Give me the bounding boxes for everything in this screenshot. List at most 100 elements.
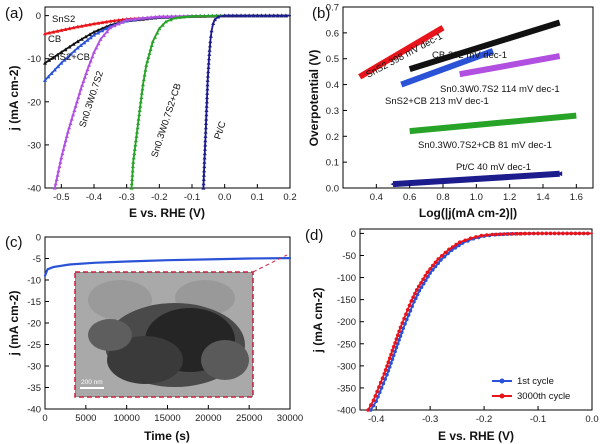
series-point-sn0-3w0-7s2 (157, 14, 162, 19)
annot-a-snw: Sn0.3W0.7S2 (77, 70, 106, 129)
series-point-cb (83, 34, 88, 39)
series-point-sns2 (108, 19, 113, 23)
series-point-pt-c-40-mv-dec-1 (527, 173, 533, 179)
y-tick-label: -10 (27, 276, 41, 287)
series-point-sn0-3w0-7s2 (75, 99, 79, 104)
y-tick-label: -40 (27, 405, 41, 416)
x-tick-label: -0.4 (86, 192, 102, 203)
series-point-3000th-cycle (498, 232, 503, 236)
series-point-3000th-cycle (377, 385, 381, 389)
series-point-3000th-cycle (573, 231, 578, 236)
series-point-sn0-3w0-7s2 (90, 54, 95, 59)
series-point-3000th-cycle (577, 231, 582, 236)
series-point-sn0-3w0-7s2-cb (146, 55, 151, 59)
series-point-sns2-cb (62, 58, 67, 62)
series-point-sns2-cb (75, 45, 80, 50)
series-point-sn0-3w0-7s2-cb (135, 130, 139, 134)
series-point-1st-cycle (383, 377, 388, 381)
y-tick-label: 0.7 (326, 3, 339, 14)
series-point-pt-c (255, 13, 260, 18)
y-tick-label: -10 (27, 54, 41, 65)
x-tick-label: -0.5 (53, 192, 69, 203)
series-point-sn0-3w0-7s2 (88, 58, 93, 63)
series-point-3000th-cycle (405, 308, 410, 312)
series-point-sn0-3w0-7s2 (85, 67, 90, 72)
series-point-pt-c-40-mv-dec-1 (456, 177, 461, 183)
series-point-1st-cycle (436, 261, 441, 266)
series-point-pt-c-40-mv-dec-1 (479, 176, 485, 182)
series-point-3000th-cycle (414, 288, 419, 292)
series-point-pt-c (283, 13, 288, 18)
series-point-sn0-3w0-7s2-cb (148, 47, 153, 51)
y-tick-label: 0 (36, 233, 41, 244)
series-line-sn0-3w0-7s2-114-mv-dec-1 (459, 53, 561, 78)
series-point-pt-c (208, 43, 212, 48)
x-tick-label: 30000 (277, 413, 303, 424)
series-point-cb (75, 39, 80, 44)
series-point-sn0-3w0-7s2 (169, 14, 174, 18)
series-point-sn0-3w0-7s2 (145, 15, 150, 20)
series-point-cb (63, 47, 68, 52)
series-point-sn0-3w0-7s2 (55, 173, 60, 177)
series-point-sn0-3w0-7s2 (77, 91, 82, 95)
series-point-pt-c-40-mv-dec-1 (533, 172, 539, 178)
series-point-3000th-cycle (485, 233, 489, 237)
series-point-1st-cycle (433, 264, 438, 269)
series-point-sn0-3w0-7s2-cb (132, 151, 137, 156)
x-tick-label: 1.4 (536, 192, 549, 203)
series-point-pt-c-40-mv-dec-1 (432, 179, 438, 184)
series-point-sn0-3w0-7s2-cb (177, 15, 182, 19)
series-point-sn0-3w0-7s2 (73, 104, 78, 108)
series-point-sn0-3w0-7s2-cb (143, 68, 148, 72)
series-line-sn0-3w0-7s2-cb-81-mv-dec-1 (409, 112, 577, 135)
series-point-pt-c (216, 14, 221, 19)
panel-d-frame (359, 228, 593, 411)
series-point-sn0-3w0-7s2 (149, 15, 154, 19)
series-point-pt-c (251, 13, 256, 18)
series-point-3000th-cycle (468, 236, 473, 241)
series-point-sn0-3w0-7s2-cb (135, 125, 140, 130)
series-point-sn0-3w0-7s2-cb (153, 35, 157, 39)
series-point-sns2-cb (82, 40, 87, 45)
series-point-sn0-3w0-7s2 (116, 21, 121, 26)
series-point-sn0-3w0-7s2-cb (139, 91, 144, 95)
series-point-3000th-cycle (404, 312, 408, 317)
series-point-3000th-cycle (450, 245, 455, 249)
series-point-pt-c-40-mv-dec-1 (438, 178, 444, 184)
annot-b-snw: Sn0.3W0.7S2 114 mV dec-1 (440, 84, 560, 95)
series-point-pt-c-40-mv-dec-1 (545, 172, 551, 177)
series-point-pt-c (201, 181, 206, 186)
series-point-sn0-3w0-7s2 (63, 138, 68, 143)
series-point-sns2 (83, 23, 88, 27)
series-point-pt-c (275, 13, 280, 18)
series-point-3000th-cycle (532, 231, 536, 236)
series-point-1st-cycle (426, 274, 430, 279)
series-point-pt-c (205, 91, 210, 95)
series-point-sn0-3w0-7s2-cb (181, 14, 186, 19)
panel-d-ylabel: j (mA cm-2) (311, 288, 325, 354)
series-point-sns2 (116, 18, 121, 22)
series-point-3000th-cycle (536, 231, 540, 236)
panel-b-xlabel: Log(|j(mA cm-2)|) (419, 206, 517, 220)
series-point-3000th-cycle (396, 333, 400, 338)
legend-marker-cycle1 (499, 378, 505, 384)
series-point-pt-c-40-mv-dec-1 (408, 180, 414, 186)
series-point-sn0-3w0-7s2 (53, 181, 58, 186)
series-point-3000th-cycle (581, 231, 586, 236)
series-point-sn0-3w0-7s2-cb (185, 14, 190, 19)
series-point-3000th-cycle (378, 380, 383, 385)
series-point-sn0-3w0-7s2-cb (130, 168, 135, 173)
series-point-pt-c (204, 121, 208, 125)
series-point-3000th-cycle (494, 232, 499, 237)
series-line-1st-cycle (369, 232, 593, 411)
series-point-3000th-cycle (544, 231, 549, 236)
series-point-3000th-cycle (409, 299, 414, 303)
series-point-3000th-cycle (569, 231, 573, 236)
series-point-3000th-cycle (490, 232, 495, 237)
annot-a-cb: CB (48, 34, 61, 45)
series-point-3000th-cycle (502, 232, 507, 236)
y-tick-label: -30 (27, 140, 41, 151)
series-point-pt-c (202, 155, 207, 160)
series-point-pt-c (201, 173, 206, 177)
series-point-sns2-cb (46, 74, 51, 79)
